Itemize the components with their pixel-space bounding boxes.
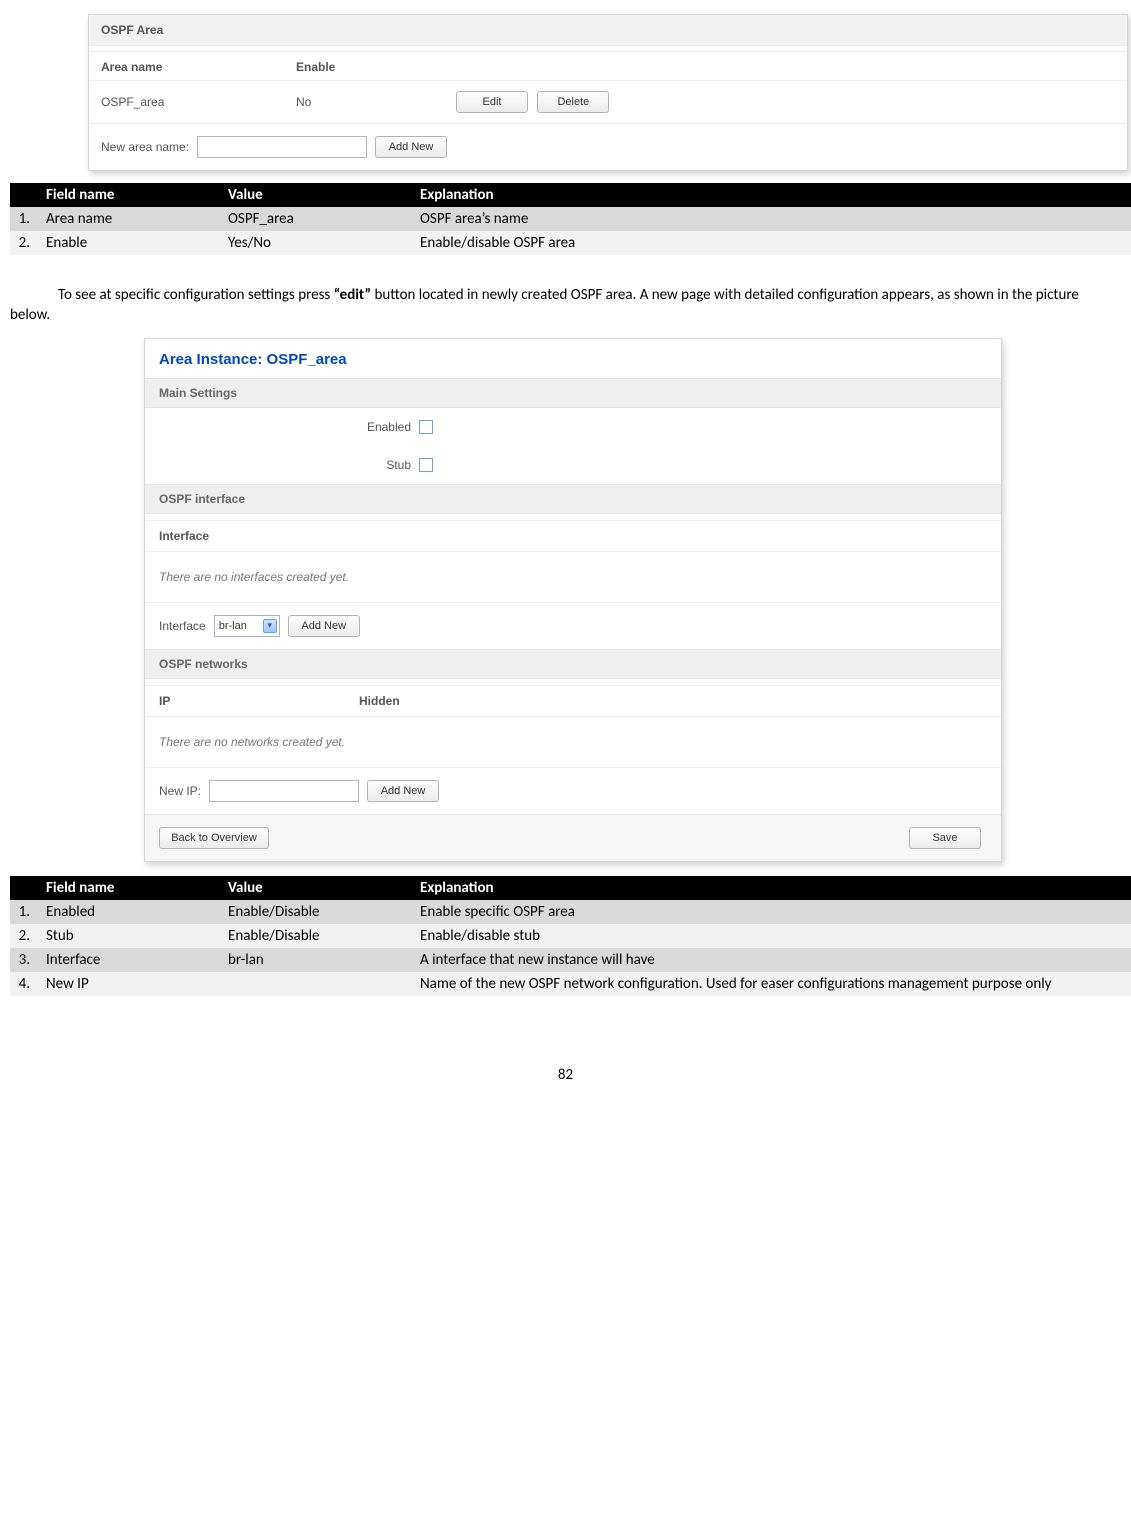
field-table-1: Field name Value Explanation 1. Area nam… <box>10 183 1131 255</box>
cell-fn: Stub <box>38 924 220 948</box>
enable-value: No <box>296 95 456 109</box>
table-row: 2. Enable Yes/No Enable/disable OSPF are… <box>10 231 1131 255</box>
table-row: 1. Area name OSPF_area OSPF area’s name <box>10 207 1131 231</box>
new-area-input[interactable] <box>197 136 367 158</box>
cell-val: Yes/No <box>220 231 412 255</box>
table-header-row: Field name Value Explanation <box>10 183 1131 207</box>
cell-val: br-lan <box>220 948 412 972</box>
back-to-overview-button[interactable]: Back to Overview <box>159 827 269 849</box>
table-row: 4. New IP Name of the new OSPF network c… <box>10 972 1131 996</box>
table-row: 1. Enabled Enable/Disable Enable specifi… <box>10 900 1131 924</box>
hdr-fieldname: Field name <box>38 183 220 207</box>
label-interface-inline: Interface <box>159 619 206 633</box>
panel-footer: Back to Overview Save <box>145 814 1001 861</box>
cell-exp: Enable/disable stub <box>412 924 1131 948</box>
panel-header-row: Area name Enable <box>89 51 1127 81</box>
section-ospf-interface: OSPF interface <box>145 484 1001 514</box>
cell-val: Enable/Disable <box>220 900 412 924</box>
cell-exp: A interface that new instance will have <box>412 948 1131 972</box>
nets-add-row: New IP: Add New <box>145 767 1001 814</box>
cell-fn: New IP <box>38 972 220 996</box>
new-area-label: New area name: <box>101 140 189 154</box>
cell-exp: OSPF area’s name <box>412 207 1131 231</box>
panel-title: OSPF Area <box>89 15 1127 45</box>
row-actions: Edit Delete <box>456 91 1115 113</box>
row-stub: Stub <box>145 446 1001 484</box>
iface-empty-text: There are no interfaces created yet. <box>145 552 1001 602</box>
hdr-value: Value <box>220 183 412 207</box>
cell-idx: 2. <box>10 231 38 255</box>
cell-val: OSPF_area <box>220 207 412 231</box>
page-number: 82 <box>10 1066 1121 1084</box>
cell-idx: 1. <box>10 207 38 231</box>
cell-idx: 2. <box>10 924 38 948</box>
hdr-interface: Interface <box>159 529 209 543</box>
hdr-blank <box>10 876 38 900</box>
edit-button[interactable]: Edit <box>456 91 528 113</box>
cell-val: Enable/Disable <box>220 924 412 948</box>
nets-empty-text: There are no networks created yet. <box>145 717 1001 767</box>
hdr-hidden: Hidden <box>359 694 400 708</box>
new-ip-input[interactable] <box>209 780 359 802</box>
table-header-row: Field name Value Explanation <box>10 876 1131 900</box>
add-new-button[interactable]: Add New <box>375 136 447 158</box>
hdr-blank <box>10 183 38 207</box>
label-stub: Stub <box>159 458 419 472</box>
hdr-explanation: Explanation <box>412 183 1131 207</box>
interface-select[interactable]: br-lan ▾ <box>214 615 280 637</box>
iface-header-row: Interface <box>145 520 1001 552</box>
hdr-value: Value <box>220 876 412 900</box>
hdr-ip: IP <box>159 694 359 708</box>
save-button[interactable]: Save <box>909 827 981 849</box>
section-main-settings: Main Settings <box>145 378 1001 408</box>
label-enabled: Enabled <box>159 420 419 434</box>
add-area-row: New area name: Add New <box>89 123 1127 170</box>
delete-button[interactable]: Delete <box>537 91 609 113</box>
area-name-value: OSPF_area <box>101 95 296 109</box>
checkbox-enabled[interactable] <box>419 420 433 434</box>
cell-fn: Enable <box>38 231 220 255</box>
nets-add-new-button[interactable]: Add New <box>367 780 439 802</box>
table-row: 2. Stub Enable/Disable Enable/disable st… <box>10 924 1131 948</box>
iface-add-new-button[interactable]: Add New <box>288 615 360 637</box>
row-enabled: Enabled <box>145 408 1001 446</box>
checkbox-stub[interactable] <box>419 458 433 472</box>
select-value: br-lan <box>219 620 247 632</box>
hdr-fieldname: Field name <box>38 876 220 900</box>
table-row: 3. Interface br-lan A interface that new… <box>10 948 1131 972</box>
chevron-down-icon: ▾ <box>263 619 277 633</box>
area-instance-panel: Area Instance: OSPF_area Main Settings E… <box>144 338 1002 862</box>
cell-exp: Name of the new OSPF network configurati… <box>412 972 1131 996</box>
section-ospf-networks: OSPF networks <box>145 649 1001 679</box>
cell-idx: 3. <box>10 948 38 972</box>
col-enable-header: Enable <box>296 60 456 74</box>
cell-exp: Enable/disable OSPF area <box>412 231 1131 255</box>
cell-idx: 4. <box>10 972 38 996</box>
area-row: OSPF_area No Edit Delete <box>89 81 1127 123</box>
iface-add-row: Interface br-lan ▾ Add New <box>145 602 1001 649</box>
cell-exp: Enable specific OSPF area <box>412 900 1131 924</box>
cell-fn: Enabled <box>38 900 220 924</box>
nets-header-row: IP Hidden <box>145 685 1001 717</box>
label-new-ip: New IP: <box>159 784 201 798</box>
body-paragraph: To see at specific configuration setting… <box>10 285 1121 326</box>
cell-val <box>220 972 412 996</box>
para-pre: To see at specific configuration setting… <box>58 286 334 304</box>
field-table-2: Field name Value Explanation 1. Enabled … <box>10 876 1131 996</box>
cell-fn: Interface <box>38 948 220 972</box>
cell-idx: 1. <box>10 900 38 924</box>
cell-fn: Area name <box>38 207 220 231</box>
para-bold: “edit” <box>334 286 371 304</box>
instance-title: Area Instance: OSPF_area <box>145 339 1001 378</box>
hdr-explanation: Explanation <box>412 876 1131 900</box>
col-area-header: Area name <box>101 60 296 74</box>
ospf-area-panel: OSPF Area Area name Enable OSPF_area No … <box>88 14 1128 171</box>
